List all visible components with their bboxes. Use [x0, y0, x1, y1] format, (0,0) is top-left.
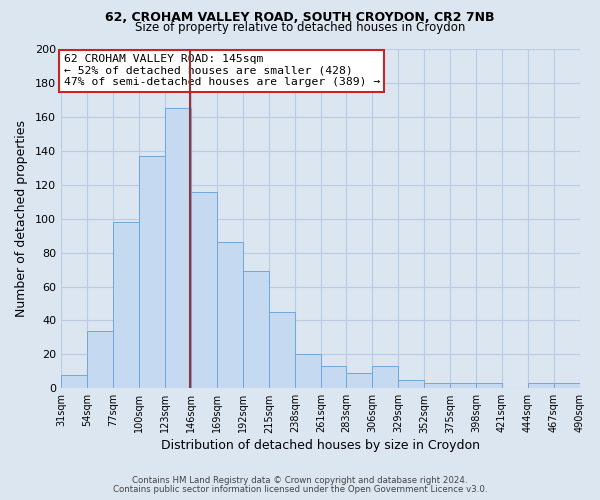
Bar [450, 383, 476, 388]
Bar [346, 373, 372, 388]
Text: Contains HM Land Registry data © Crown copyright and database right 2024.: Contains HM Land Registry data © Crown c… [132, 476, 468, 485]
Bar [424, 383, 450, 388]
Bar [113, 222, 139, 388]
Bar [217, 242, 243, 388]
Bar [398, 380, 424, 388]
Text: 62 CROHAM VALLEY ROAD: 145sqm
← 52% of detached houses are smaller (428)
47% of : 62 CROHAM VALLEY ROAD: 145sqm ← 52% of d… [64, 54, 380, 88]
Text: Size of property relative to detached houses in Croydon: Size of property relative to detached ho… [135, 21, 465, 34]
Text: Contains public sector information licensed under the Open Government Licence v3: Contains public sector information licen… [113, 485, 487, 494]
Text: 62, CROHAM VALLEY ROAD, SOUTH CROYDON, CR2 7NB: 62, CROHAM VALLEY ROAD, SOUTH CROYDON, C… [105, 11, 495, 24]
Bar [61, 374, 87, 388]
Bar [321, 366, 346, 388]
Y-axis label: Number of detached properties: Number of detached properties [15, 120, 28, 317]
Bar [476, 383, 502, 388]
Bar [295, 354, 321, 388]
Bar [269, 312, 295, 388]
Bar [139, 156, 165, 388]
Bar [165, 108, 191, 388]
Bar [528, 383, 554, 388]
Bar [191, 192, 217, 388]
Bar [372, 366, 398, 388]
Bar [243, 272, 269, 388]
X-axis label: Distribution of detached houses by size in Croydon: Distribution of detached houses by size … [161, 440, 480, 452]
Bar [554, 383, 580, 388]
Bar [87, 330, 113, 388]
